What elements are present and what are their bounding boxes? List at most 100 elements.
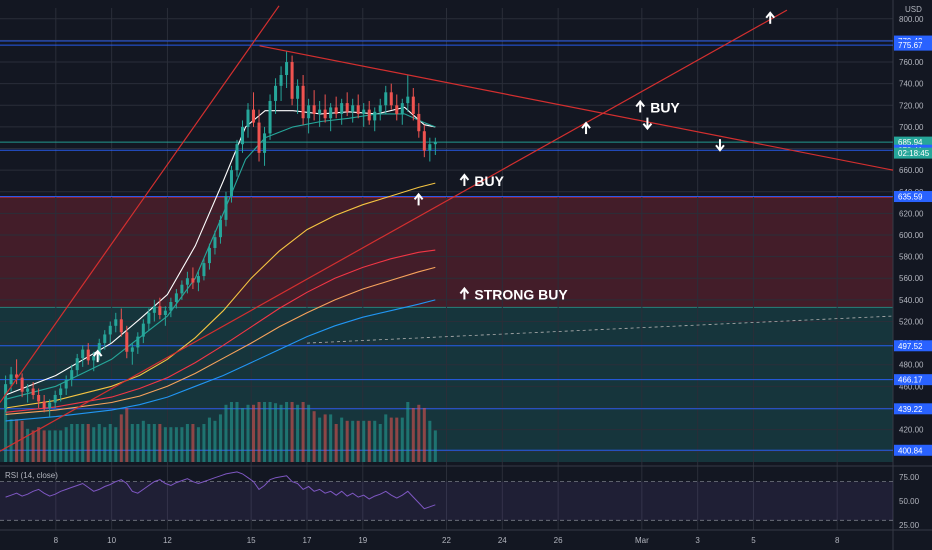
price-level-badge-2[interactable]: 685.94: [894, 136, 932, 148]
candle-body-35: [196, 276, 200, 283]
candle-7[interactable]: [42, 394, 46, 413]
candle-34[interactable]: [191, 267, 195, 290]
candle-57[interactable]: [318, 100, 322, 127]
candle-62[interactable]: [345, 92, 349, 117]
candle-59[interactable]: [329, 103, 333, 132]
candle-3[interactable]: [20, 373, 24, 398]
price-level-badge-8[interactable]: 400.84: [894, 444, 932, 456]
candle-78[interactable]: [433, 137, 437, 156]
candle-70[interactable]: [389, 83, 393, 110]
candle-body-52: [290, 62, 294, 99]
candle-body-46: [257, 122, 261, 153]
candle-11[interactable]: [64, 375, 68, 395]
signal-arrow-1: [92, 349, 103, 363]
candle-22[interactable]: [125, 325, 129, 359]
candle-33[interactable]: [185, 271, 189, 294]
candle-52[interactable]: [290, 55, 294, 106]
candle-14[interactable]: [81, 345, 85, 367]
candle-64[interactable]: [356, 94, 360, 119]
price-level-badge-5[interactable]: 497.52: [894, 340, 932, 352]
price-level-badge-4[interactable]: 635.59: [894, 191, 932, 203]
price-level-badge-6[interactable]: 466.17: [894, 374, 932, 386]
price-level-badge-text-4: 635.59: [898, 193, 923, 202]
candle-15[interactable]: [86, 343, 90, 365]
price-level-badge-7[interactable]: 439.22: [894, 403, 932, 415]
candle-54[interactable]: [301, 75, 305, 125]
candle-27[interactable]: [152, 299, 156, 322]
candle-77[interactable]: [428, 137, 432, 162]
candle-50[interactable]: [279, 66, 283, 101]
candle-72[interactable]: [400, 98, 404, 125]
candle-36[interactable]: [202, 258, 206, 281]
candle-13[interactable]: [75, 353, 79, 376]
candle-74[interactable]: [411, 87, 415, 121]
volume-bar-46: [257, 402, 261, 462]
candle-37[interactable]: [207, 243, 211, 270]
candle-68[interactable]: [378, 98, 382, 121]
candle-32[interactable]: [180, 280, 184, 300]
time-axis[interactable]: 8 10 12 15 17 19 22 24 26 Mar 3 5 8: [54, 536, 840, 545]
candle-24[interactable]: [136, 332, 140, 354]
candle-body-5: [31, 388, 35, 395]
candle-44[interactable]: [246, 103, 250, 138]
volume-bar-26: [147, 424, 151, 462]
candle-61[interactable]: [340, 98, 344, 125]
candle-51[interactable]: [285, 51, 289, 88]
candle-53[interactable]: [296, 79, 300, 114]
candle-31[interactable]: [174, 289, 178, 309]
candle-6[interactable]: [37, 388, 41, 408]
candle-46[interactable]: [257, 109, 261, 162]
candle-12[interactable]: [70, 364, 74, 387]
candle-71[interactable]: [395, 94, 399, 121]
candle-58[interactable]: [323, 94, 327, 123]
candle-9[interactable]: [53, 390, 57, 408]
candle-55[interactable]: [307, 98, 311, 134]
volume-bar-74: [411, 408, 415, 462]
candle-43[interactable]: [240, 120, 245, 153]
candle-23[interactable]: [130, 343, 134, 365]
candle-47[interactable]: [263, 126, 267, 166]
candle-65[interactable]: [362, 103, 366, 127]
candle-19[interactable]: [108, 321, 112, 344]
price-level-badge-1[interactable]: 775.67: [894, 39, 932, 51]
volume-bar-78: [433, 430, 437, 462]
candle-60[interactable]: [334, 96, 338, 119]
candle-35[interactable]: [196, 271, 200, 292]
candle-38[interactable]: [213, 230, 217, 255]
candle-17[interactable]: [97, 338, 101, 361]
candle-39[interactable]: [218, 215, 222, 244]
candle-45[interactable]: [252, 92, 256, 127]
price-axis[interactable]: USD400.00420.00440.00460.00480.00500.005…: [894, 5, 932, 456]
candle-49[interactable]: [274, 78, 278, 114]
candle-30[interactable]: [169, 297, 173, 318]
candle-21[interactable]: [119, 308, 123, 337]
candle-66[interactable]: [367, 100, 371, 125]
candle-29[interactable]: [163, 306, 167, 326]
volume-bar-4: [26, 428, 30, 462]
candle-73[interactable]: [406, 75, 410, 112]
candle-48[interactable]: [268, 94, 272, 140]
candle-2[interactable]: [15, 359, 19, 385]
candle-26[interactable]: [147, 308, 151, 331]
candle-4[interactable]: [26, 384, 30, 403]
candle-8[interactable]: [48, 399, 52, 417]
candle-5[interactable]: [31, 382, 35, 400]
candle-56[interactable]: [312, 90, 316, 121]
candle-63[interactable]: [351, 98, 355, 123]
candle-69[interactable]: [384, 85, 388, 114]
candle-41[interactable]: [229, 165, 233, 203]
candle-10[interactable]: [59, 384, 63, 402]
candle-75[interactable]: [417, 103, 421, 138]
volume-bar-29: [163, 427, 167, 462]
rsi-panel[interactable]: RSI (14, close) 25.00 50.00 75.00: [0, 471, 920, 530]
candle-76[interactable]: [422, 124, 426, 158]
candle-18[interactable]: [103, 330, 107, 350]
candle-28[interactable]: [158, 297, 162, 320]
candle-67[interactable]: [373, 107, 377, 132]
candle-25[interactable]: [141, 319, 145, 344]
candle-40[interactable]: [224, 191, 228, 227]
candle-42[interactable]: [235, 139, 239, 177]
candle-20[interactable]: [114, 312, 118, 333]
candles-layer[interactable]: [4, 51, 437, 417]
